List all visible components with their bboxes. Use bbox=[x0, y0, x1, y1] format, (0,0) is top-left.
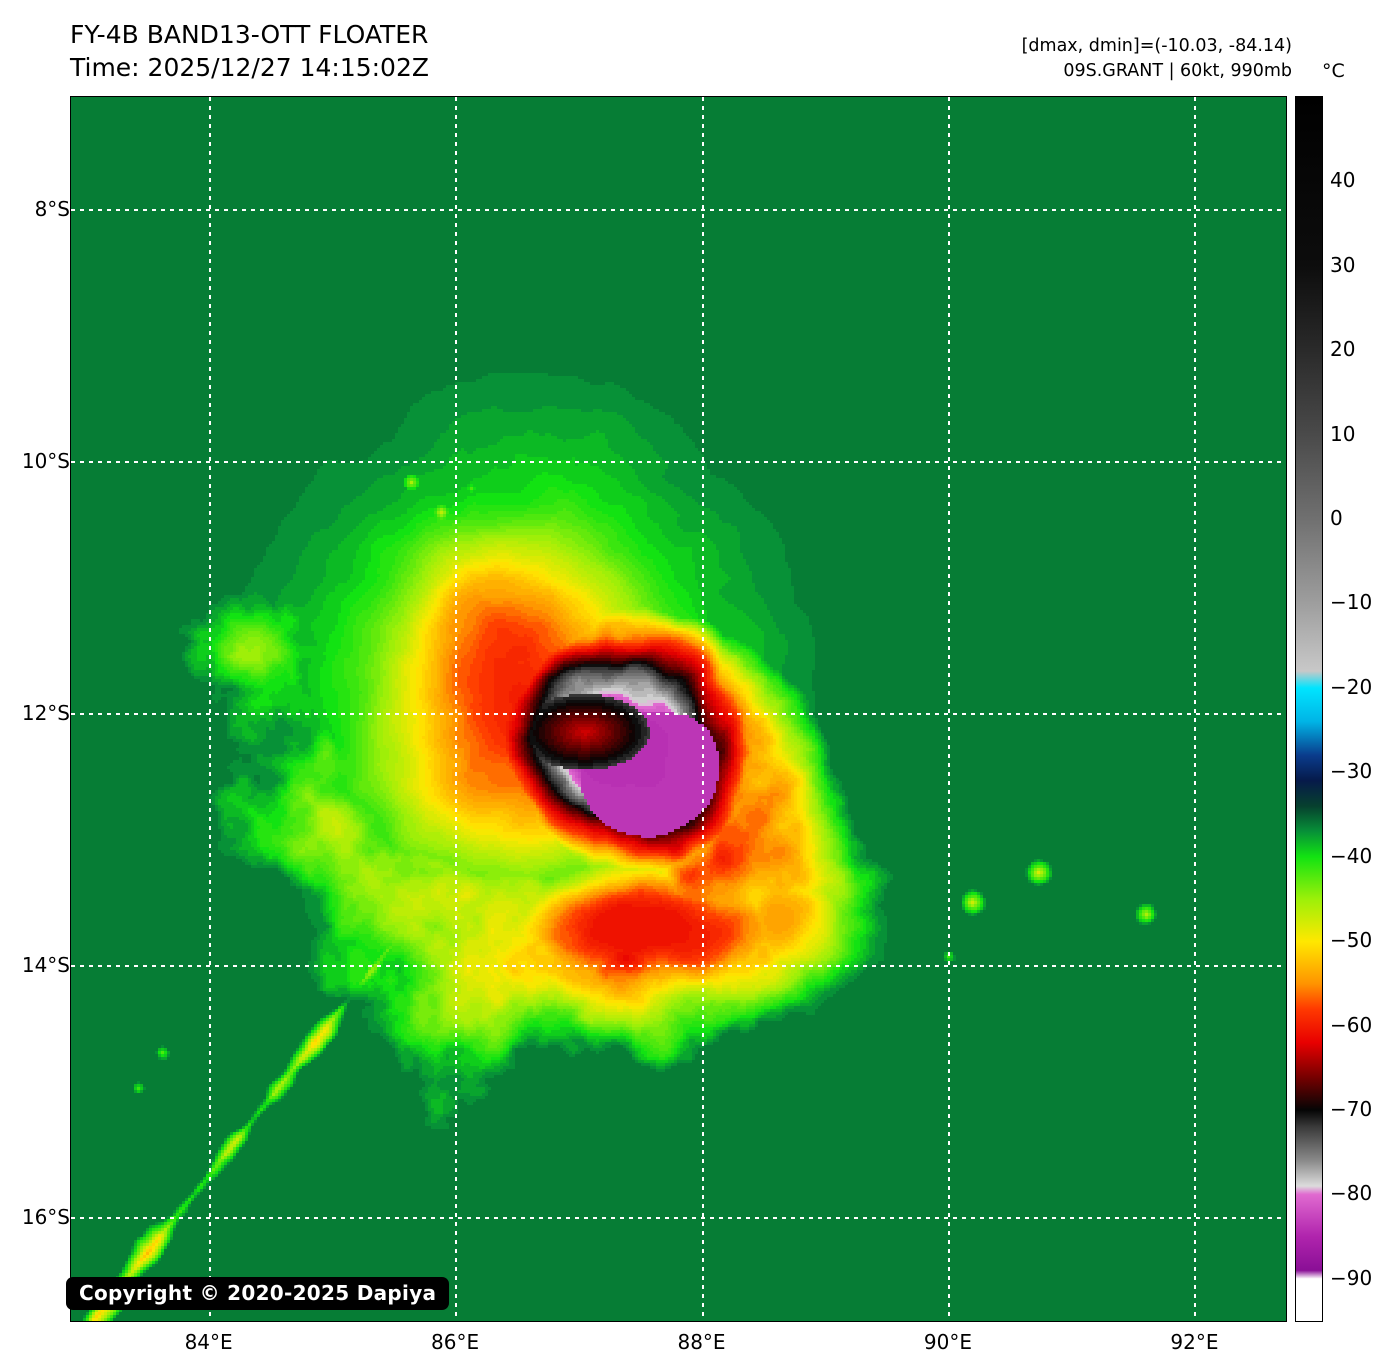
colorbar-tick: −90 bbox=[1330, 1265, 1373, 1290]
dmax-dmin-label: [dmax, dmin]=(-10.03, -84.14) bbox=[1021, 36, 1292, 56]
colorbar-tick: −60 bbox=[1330, 1012, 1373, 1037]
y-axis-tick: 12°S bbox=[21, 701, 70, 726]
colorbar-tick: 10 bbox=[1330, 421, 1356, 446]
x-axis-tick: 84°E bbox=[184, 1330, 233, 1354]
colorbar-tick: −30 bbox=[1330, 759, 1373, 784]
y-axis-tick: 14°S bbox=[21, 952, 70, 977]
satellite-image-plot[interactable] bbox=[70, 96, 1287, 1322]
temperature-colorbar[interactable] bbox=[1295, 96, 1323, 1322]
colorbar-tick: 30 bbox=[1330, 252, 1356, 277]
colorbar-tick: 20 bbox=[1330, 337, 1356, 362]
x-axis-tick: 92°E bbox=[1170, 1330, 1219, 1354]
product-title: FY-4B BAND13-OTT FLOATER bbox=[70, 20, 429, 49]
y-axis-tick: 16°S bbox=[21, 1204, 70, 1229]
x-axis-tick: 88°E bbox=[677, 1330, 726, 1354]
x-axis-tick: 90°E bbox=[923, 1330, 973, 1354]
y-axis-tick: 10°S bbox=[21, 449, 70, 474]
colorbar-tick: −40 bbox=[1330, 843, 1373, 868]
colorbar-gradient bbox=[1296, 97, 1322, 1321]
colorbar-tick: −70 bbox=[1330, 1096, 1373, 1121]
storm-info-label: 09S.GRANT | 60kt, 990mb bbox=[1063, 61, 1292, 81]
colorbar-unit-label: °C bbox=[1322, 60, 1345, 82]
y-axis-tick: 8°S bbox=[34, 197, 70, 222]
colorbar-tick: −80 bbox=[1330, 1181, 1373, 1206]
x-axis-tick: 86°E bbox=[431, 1330, 480, 1354]
colorbar-tick: −10 bbox=[1330, 590, 1373, 615]
colorbar-tick: 0 bbox=[1330, 506, 1343, 531]
title-block: FY-4B BAND13-OTT FLOATER Time: 2025/12/2… bbox=[70, 18, 429, 84]
copyright-badge: Copyright © 2020-2025 Dapiya bbox=[66, 1277, 450, 1310]
metadata-block: [dmax, dmin]=(-10.03, -84.14) 09S.GRANT … bbox=[1022, 34, 1292, 84]
colorbar-tick: −50 bbox=[1330, 928, 1373, 953]
colorbar-tick: −20 bbox=[1330, 674, 1373, 699]
colorbar-tick: 40 bbox=[1330, 168, 1356, 193]
timestamp-label: Time: 2025/12/27 14:15:02Z bbox=[70, 53, 429, 82]
satellite-infrared-imagery bbox=[71, 97, 1286, 1321]
